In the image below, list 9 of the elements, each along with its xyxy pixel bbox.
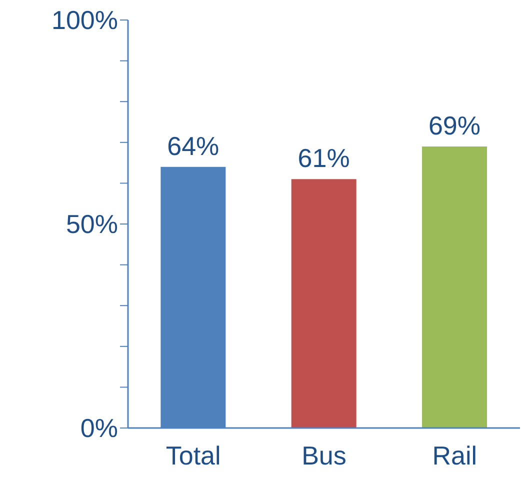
data-label: 64% [167,130,220,161]
x-tick-label: Bus [302,440,346,470]
x-tick-label: Rail [432,440,478,470]
x-tick-label: Total [166,440,221,470]
y-tick-label: 50% [66,209,118,240]
data-label: 69% [428,110,481,140]
y-tick-label: 100% [52,5,118,36]
y-tick-label: 0% [80,413,118,444]
data-label: 61% [298,143,350,174]
